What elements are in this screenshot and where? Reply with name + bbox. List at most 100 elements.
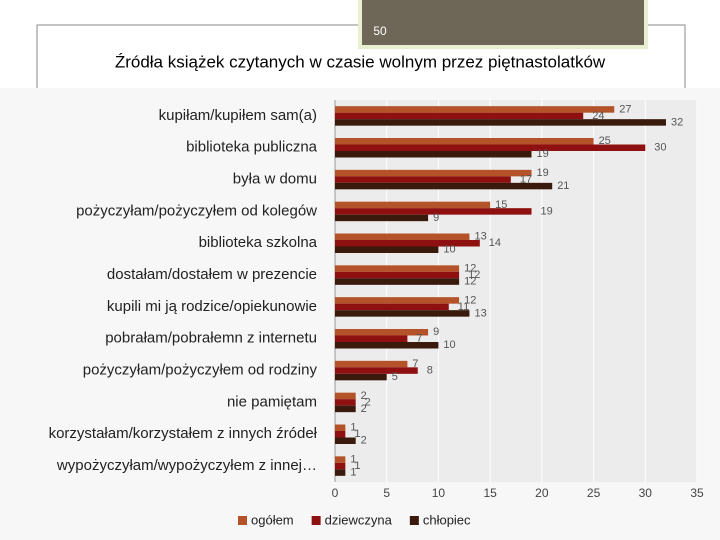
y-tick-label: kupiłam/kupiłem sam(a): [159, 107, 317, 124]
bar: [335, 112, 584, 120]
bar: [335, 106, 615, 113]
y-tick-label: korzystałam/korzystałem z innych źródeł: [49, 425, 318, 442]
bar: [335, 119, 666, 126]
y-tick-label: była w domu: [233, 171, 317, 188]
bar: [335, 360, 408, 368]
bar: [335, 278, 460, 285]
bar: [335, 246, 439, 253]
value-label: 19: [537, 167, 549, 179]
value-label: 19: [541, 205, 553, 217]
x-tick-label: 35: [690, 486, 704, 500]
value-label: 10: [443, 244, 455, 256]
value-label: 19: [537, 148, 549, 160]
y-tick-label: pożyczyłam/pożyczyłem od kolegów: [76, 202, 317, 219]
bar: [335, 208, 532, 215]
bar: [335, 405, 356, 413]
bar: [335, 329, 429, 336]
value-label: 21: [557, 180, 569, 192]
bar: [335, 169, 532, 177]
x-tick-label: 10: [432, 486, 446, 500]
value-label: 13: [474, 231, 486, 243]
value-label: 8: [427, 364, 433, 376]
value-label: 7: [412, 358, 418, 370]
bar: [335, 265, 460, 272]
bar: [335, 342, 439, 349]
y-tick-label: biblioteka szkolna: [199, 234, 318, 251]
chart-title: Źródła książek czytanych w czasie wolnym…: [115, 52, 606, 71]
bar: [335, 176, 511, 183]
value-label: 2: [361, 403, 367, 415]
value-label: 1: [350, 466, 356, 478]
bar: [335, 240, 480, 247]
value-label: 17: [520, 173, 532, 185]
bar: [335, 271, 460, 279]
bar: [335, 424, 346, 431]
value-label: 14: [489, 237, 501, 249]
value-label: 12: [464, 294, 476, 306]
value-label: 12: [464, 262, 476, 274]
bar: [335, 303, 449, 311]
legend-swatch: [311, 516, 321, 525]
bar: [335, 144, 646, 151]
bar: [335, 367, 418, 374]
value-label: 1: [354, 428, 360, 440]
value-label: 1: [354, 460, 360, 472]
legend-label: dziewczyna: [325, 512, 393, 527]
bar: [335, 233, 470, 240]
value-label: 27: [619, 103, 631, 115]
bar: [335, 469, 346, 476]
y-tick-label: dostałam/dostałem w prezencie: [107, 266, 317, 283]
page-box: [362, 0, 644, 45]
value-label: 7: [416, 333, 422, 345]
value-label: 25: [599, 135, 611, 147]
x-tick-label: 30: [639, 486, 653, 500]
value-label: 13: [474, 307, 486, 319]
value-label: 9: [433, 326, 439, 338]
bar: [335, 297, 460, 304]
value-label: 24: [592, 110, 604, 122]
y-tick-label: biblioteka publiczna: [186, 139, 318, 156]
value-label: 2: [365, 396, 371, 408]
value-label: 9: [433, 212, 439, 224]
bar: [335, 399, 356, 406]
bar: [335, 151, 532, 158]
x-tick-label: 25: [587, 486, 601, 500]
bar: [335, 138, 594, 145]
bar: [335, 214, 429, 222]
x-tick-label: 5: [383, 486, 390, 500]
bar: [335, 437, 356, 444]
bar: [335, 431, 346, 438]
bar: [335, 335, 408, 342]
bar: [335, 392, 356, 400]
legend-swatch: [409, 516, 419, 525]
y-tick-label: nie pamiętam: [227, 393, 317, 410]
y-tick-label: wypożyczyłam/wypożyczyłem z innej…: [56, 457, 317, 474]
value-label: 32: [671, 116, 683, 128]
y-tick-label: kupili mi ją rodzice/opiekunowie: [107, 298, 317, 315]
legend-label: ogółem: [251, 512, 294, 527]
plot-area: [335, 100, 697, 482]
value-label: 10: [443, 339, 455, 351]
value-label: 2: [361, 435, 367, 447]
x-tick-label: 15: [483, 486, 497, 500]
bar: [335, 456, 346, 463]
page-number: 50: [373, 24, 387, 38]
value-label: 1: [350, 453, 356, 465]
value-label: 12: [464, 275, 476, 287]
value-label: 5: [392, 371, 398, 383]
value-label: 1: [350, 422, 356, 434]
value-label: 12: [468, 269, 480, 281]
x-tick-label: 20: [535, 486, 549, 500]
value-label: 2: [361, 390, 367, 402]
bar: [335, 462, 346, 470]
bar: [335, 201, 491, 209]
value-label: 11: [458, 301, 469, 313]
x-tick-label: 0: [332, 486, 339, 500]
bar: [335, 182, 553, 190]
value-label: 30: [654, 142, 666, 154]
y-tick-label: pobrałam/pobrałemn z internetu: [105, 330, 317, 347]
legend-label: chłopiec: [423, 512, 471, 527]
value-label: 15: [495, 199, 507, 211]
bar: [335, 373, 387, 381]
